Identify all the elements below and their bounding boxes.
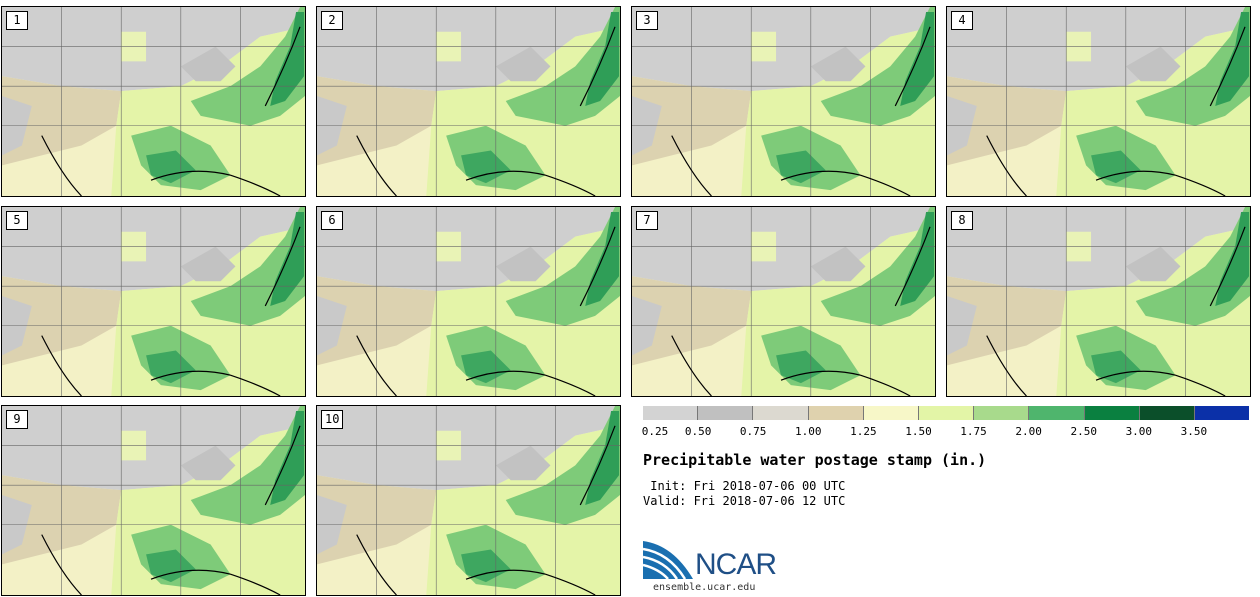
colorbar-tick-label: 2.00 bbox=[1015, 425, 1042, 438]
map-panel: 9 bbox=[1, 405, 306, 596]
precipitable-water-map bbox=[2, 406, 305, 595]
colorbar-tick-label: 0.50 bbox=[684, 425, 712, 438]
colorbar-tick-label: 3.00 bbox=[1125, 425, 1153, 438]
precipitable-water-map bbox=[632, 207, 935, 396]
colorbar-segment bbox=[808, 406, 864, 420]
colorbar-segment bbox=[753, 406, 809, 420]
precipitable-water-map bbox=[317, 207, 620, 396]
colorbar-tick-label: 0.25 bbox=[641, 425, 669, 438]
map-panel: 10 bbox=[316, 405, 621, 596]
colorbar-segment bbox=[698, 406, 754, 420]
colorbar-tick-label: 3.50 bbox=[1180, 425, 1208, 438]
map-panel: 5 bbox=[1, 206, 306, 397]
colorbar-segment bbox=[974, 406, 1030, 420]
panel-number: 3 bbox=[636, 11, 658, 30]
precipitable-water-map bbox=[317, 7, 620, 196]
map-panel: 1 bbox=[1, 6, 306, 197]
map-panel: 7 bbox=[631, 206, 936, 397]
colorbar-tick-label: 1.50 bbox=[905, 425, 932, 438]
colorbar-segment bbox=[1029, 406, 1085, 420]
panel-number: 10 bbox=[321, 410, 344, 429]
panel-number: 8 bbox=[951, 211, 973, 230]
precipitable-water-map bbox=[947, 207, 1250, 396]
panel-number: 6 bbox=[321, 211, 343, 230]
precipitable-water-map bbox=[2, 7, 305, 196]
map-panel: 3 bbox=[631, 6, 936, 197]
colorbar-tick-label: 2.50 bbox=[1070, 425, 1097, 438]
panel-number: 4 bbox=[951, 11, 973, 30]
panel-number: 2 bbox=[321, 11, 343, 30]
panel-number: 1 bbox=[6, 11, 28, 30]
colorbar-segment bbox=[1084, 406, 1140, 420]
ncar-logo-text: NCAR bbox=[695, 548, 777, 581]
map-panel: 8 bbox=[946, 206, 1251, 397]
colorbar-tick-label: 1.75 bbox=[960, 425, 987, 438]
colorbar-tick-label: 1.25 bbox=[850, 425, 877, 438]
precipitable-water-map bbox=[317, 406, 620, 595]
init-time: Init: Fri 2018-07-06 00 UTC bbox=[643, 479, 846, 493]
ncar-logo-icon bbox=[643, 541, 693, 580]
panel-number: 9 bbox=[6, 410, 28, 429]
valid-time: Valid: Fri 2018-07-06 12 UTC bbox=[643, 494, 846, 508]
precipitable-water-map bbox=[632, 7, 935, 196]
colorbar-segment bbox=[643, 406, 699, 420]
precipitable-water-map bbox=[947, 7, 1250, 196]
map-panel: 4 bbox=[946, 6, 1251, 197]
panel-number: 7 bbox=[636, 211, 658, 230]
panel-number: 5 bbox=[6, 211, 28, 230]
colorbar-segment bbox=[1139, 406, 1195, 420]
map-panel: 6 bbox=[316, 206, 621, 397]
colorbar bbox=[643, 406, 1250, 420]
colorbar-segment bbox=[918, 406, 975, 420]
precipitable-water-map bbox=[2, 207, 305, 396]
colorbar-tick-label: 0.75 bbox=[739, 425, 767, 438]
colorbar-segment bbox=[863, 406, 919, 420]
plot-title: Precipitable water postage stamp (in.) bbox=[643, 451, 987, 469]
map-panel: 2 bbox=[316, 6, 621, 197]
colorbar-segment bbox=[1194, 406, 1250, 420]
colorbar-tick-label: 1.00 bbox=[795, 425, 822, 438]
ensemble-url: ensemble.ucar.edu bbox=[653, 582, 756, 593]
